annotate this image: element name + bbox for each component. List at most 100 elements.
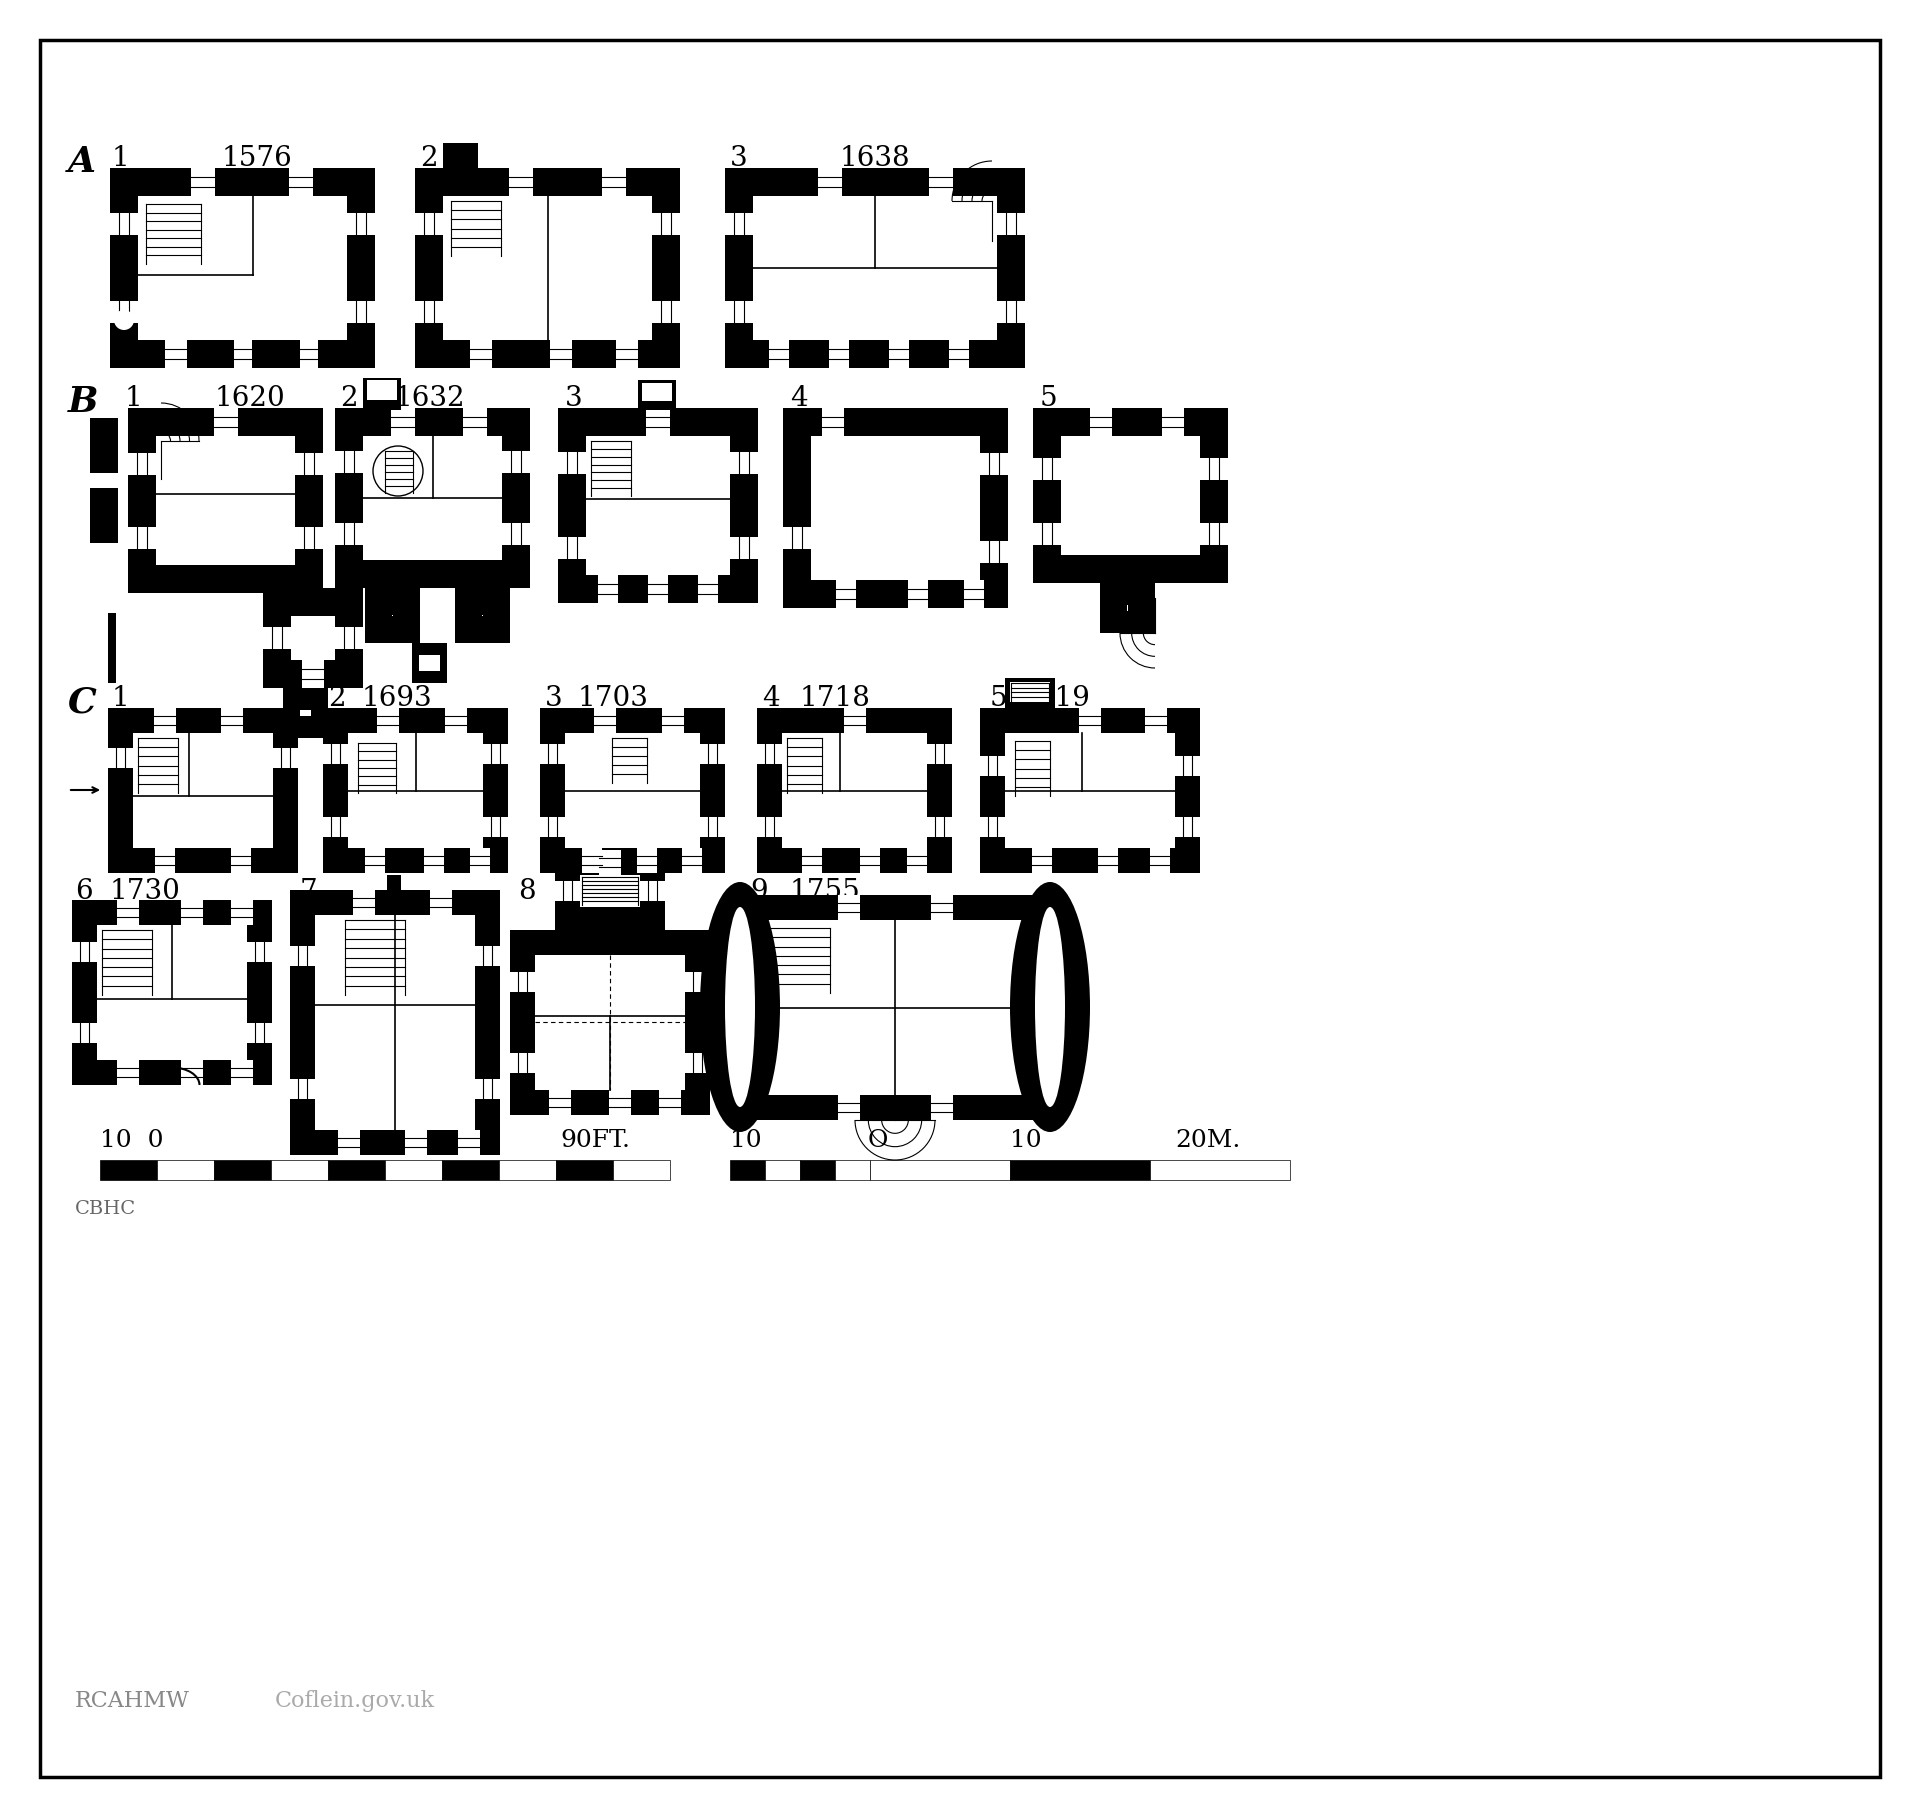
Bar (73, 899, 273, 1085)
Bar (1079, 709, 1100, 732)
Text: 1632: 1632 (396, 385, 467, 412)
Bar (843, 709, 866, 732)
Bar (540, 709, 726, 872)
Bar (415, 213, 444, 234)
Bar (501, 451, 530, 472)
Bar (964, 580, 985, 609)
Bar (213, 1159, 271, 1179)
Bar (108, 747, 132, 767)
Bar (109, 167, 374, 369)
Bar (1010, 1159, 1150, 1179)
Bar (837, 896, 860, 919)
Bar (770, 340, 789, 369)
Text: 1703: 1703 (578, 685, 649, 712)
Bar (685, 1054, 710, 1074)
Bar (1025, 963, 1050, 983)
Bar (365, 589, 420, 643)
Text: CBHC: CBHC (75, 1199, 136, 1217)
Bar (580, 876, 639, 907)
Bar (540, 818, 564, 838)
Bar (90, 489, 117, 543)
Bar (328, 1159, 386, 1179)
Bar (822, 409, 845, 436)
Bar (511, 1054, 536, 1074)
Text: 8: 8 (518, 878, 536, 905)
Bar (419, 654, 440, 670)
Text: Coflein.gov.uk: Coflein.gov.uk (275, 1690, 436, 1712)
Text: 3: 3 (564, 385, 582, 412)
Text: 1719: 1719 (1020, 685, 1091, 712)
Bar (301, 660, 324, 689)
Bar (180, 1059, 204, 1085)
Bar (555, 850, 664, 932)
Ellipse shape (701, 881, 780, 1132)
Bar (730, 538, 758, 560)
Bar (835, 580, 856, 609)
Bar (1031, 849, 1052, 872)
Bar (221, 709, 242, 732)
Bar (263, 627, 292, 649)
Bar (470, 340, 492, 369)
Bar (685, 972, 710, 992)
Bar (1100, 583, 1156, 632)
Text: 1718: 1718 (801, 685, 872, 712)
Bar (499, 1159, 557, 1179)
Bar (470, 849, 490, 872)
Bar (1010, 681, 1050, 701)
Bar (870, 1159, 1010, 1179)
Text: 6: 6 (75, 878, 92, 905)
Bar (100, 1159, 157, 1179)
Bar (906, 849, 927, 872)
Bar (948, 340, 970, 369)
Bar (645, 409, 670, 436)
Bar (699, 574, 718, 603)
Bar (474, 1079, 499, 1099)
Bar (929, 167, 952, 196)
Bar (730, 1159, 764, 1179)
Bar (455, 589, 511, 643)
Bar (783, 409, 1008, 609)
Bar (653, 302, 680, 323)
Bar (1150, 849, 1171, 872)
Circle shape (372, 445, 422, 496)
Bar (388, 876, 401, 892)
Bar (348, 732, 484, 849)
Text: 1693: 1693 (363, 685, 432, 712)
Bar (593, 709, 616, 732)
Bar (701, 818, 726, 838)
Bar (1175, 756, 1200, 776)
Bar (363, 436, 501, 560)
Bar (463, 409, 488, 436)
Bar (783, 409, 883, 509)
Bar (996, 302, 1025, 323)
Bar (413, 643, 447, 683)
Bar (726, 302, 753, 323)
Bar (156, 849, 175, 872)
Bar (756, 745, 781, 765)
Text: 5: 5 (991, 685, 1008, 712)
Bar (860, 849, 879, 872)
Bar (829, 340, 849, 369)
Text: 5: 5 (1041, 385, 1058, 412)
Bar (248, 1023, 273, 1043)
Bar (601, 167, 626, 196)
Text: 10  0: 10 0 (100, 1128, 163, 1152)
Ellipse shape (1035, 907, 1066, 1107)
Ellipse shape (726, 907, 755, 1107)
Bar (290, 890, 499, 1156)
Text: 10: 10 (730, 1128, 762, 1152)
Bar (835, 1159, 870, 1179)
Bar (415, 167, 680, 369)
Text: 2: 2 (328, 685, 346, 712)
Bar (430, 890, 453, 916)
Bar (803, 849, 822, 872)
Bar (213, 409, 238, 436)
Bar (1091, 409, 1112, 436)
Text: B: B (67, 385, 98, 420)
Bar (559, 452, 586, 474)
Bar (445, 709, 467, 732)
Bar (444, 196, 653, 340)
Bar (1162, 409, 1185, 436)
Bar (783, 527, 810, 549)
Bar (682, 849, 701, 872)
